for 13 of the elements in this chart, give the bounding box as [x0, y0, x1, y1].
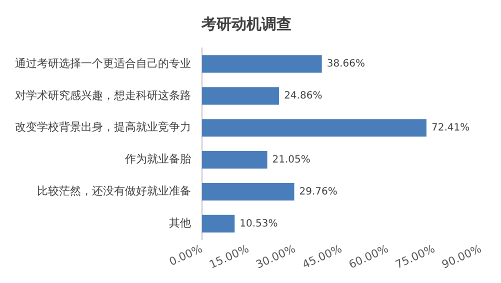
y-tick-label: 其他 — [169, 216, 191, 230]
data-label: 21.05% — [272, 154, 310, 166]
data-label: 72.41% — [431, 122, 470, 134]
y-tick-label: 通过考研选择一个更适合自己的专业 — [15, 56, 191, 70]
y-tick-label: 作为就业备胎 — [124, 152, 191, 166]
y-tick-label: 改变学校背景出身，提高就业竞争力 — [15, 120, 191, 134]
y-tick-label: 比较茫然，还没有做好就业准备 — [37, 184, 191, 198]
data-label: 38.66% — [326, 58, 365, 70]
y-tick-label: 对学术研究感兴趣，想走科研这条路 — [15, 88, 191, 102]
data-label: 29.76% — [299, 186, 338, 198]
chart-title: 考研动机调查 — [200, 14, 292, 33]
data-label: 24.86% — [284, 90, 322, 102]
data-label: 10.53% — [240, 218, 278, 230]
